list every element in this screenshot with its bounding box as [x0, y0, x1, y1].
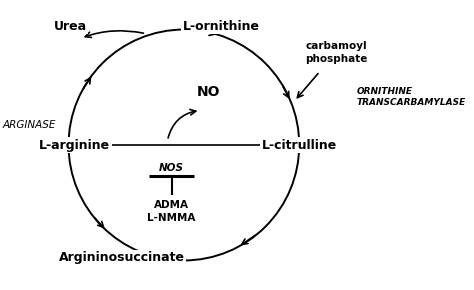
Text: L-ornithine: L-ornithine: [182, 20, 259, 33]
Text: L-citrulline: L-citrulline: [262, 139, 337, 151]
Text: Urea: Urea: [54, 20, 87, 33]
Text: Argininosuccinate: Argininosuccinate: [59, 251, 185, 264]
Text: L-arginine: L-arginine: [39, 139, 110, 151]
Text: NOS: NOS: [159, 163, 184, 173]
Text: ARGINASE: ARGINASE: [3, 120, 56, 130]
Text: ADMA
L-NMMA: ADMA L-NMMA: [147, 200, 196, 223]
Text: ORNITHINE
TRANSCARBAMYLASE: ORNITHINE TRANSCARBAMYLASE: [357, 87, 466, 107]
Text: NO: NO: [197, 85, 220, 99]
Text: carbamoyl
phosphate: carbamoyl phosphate: [305, 41, 367, 64]
